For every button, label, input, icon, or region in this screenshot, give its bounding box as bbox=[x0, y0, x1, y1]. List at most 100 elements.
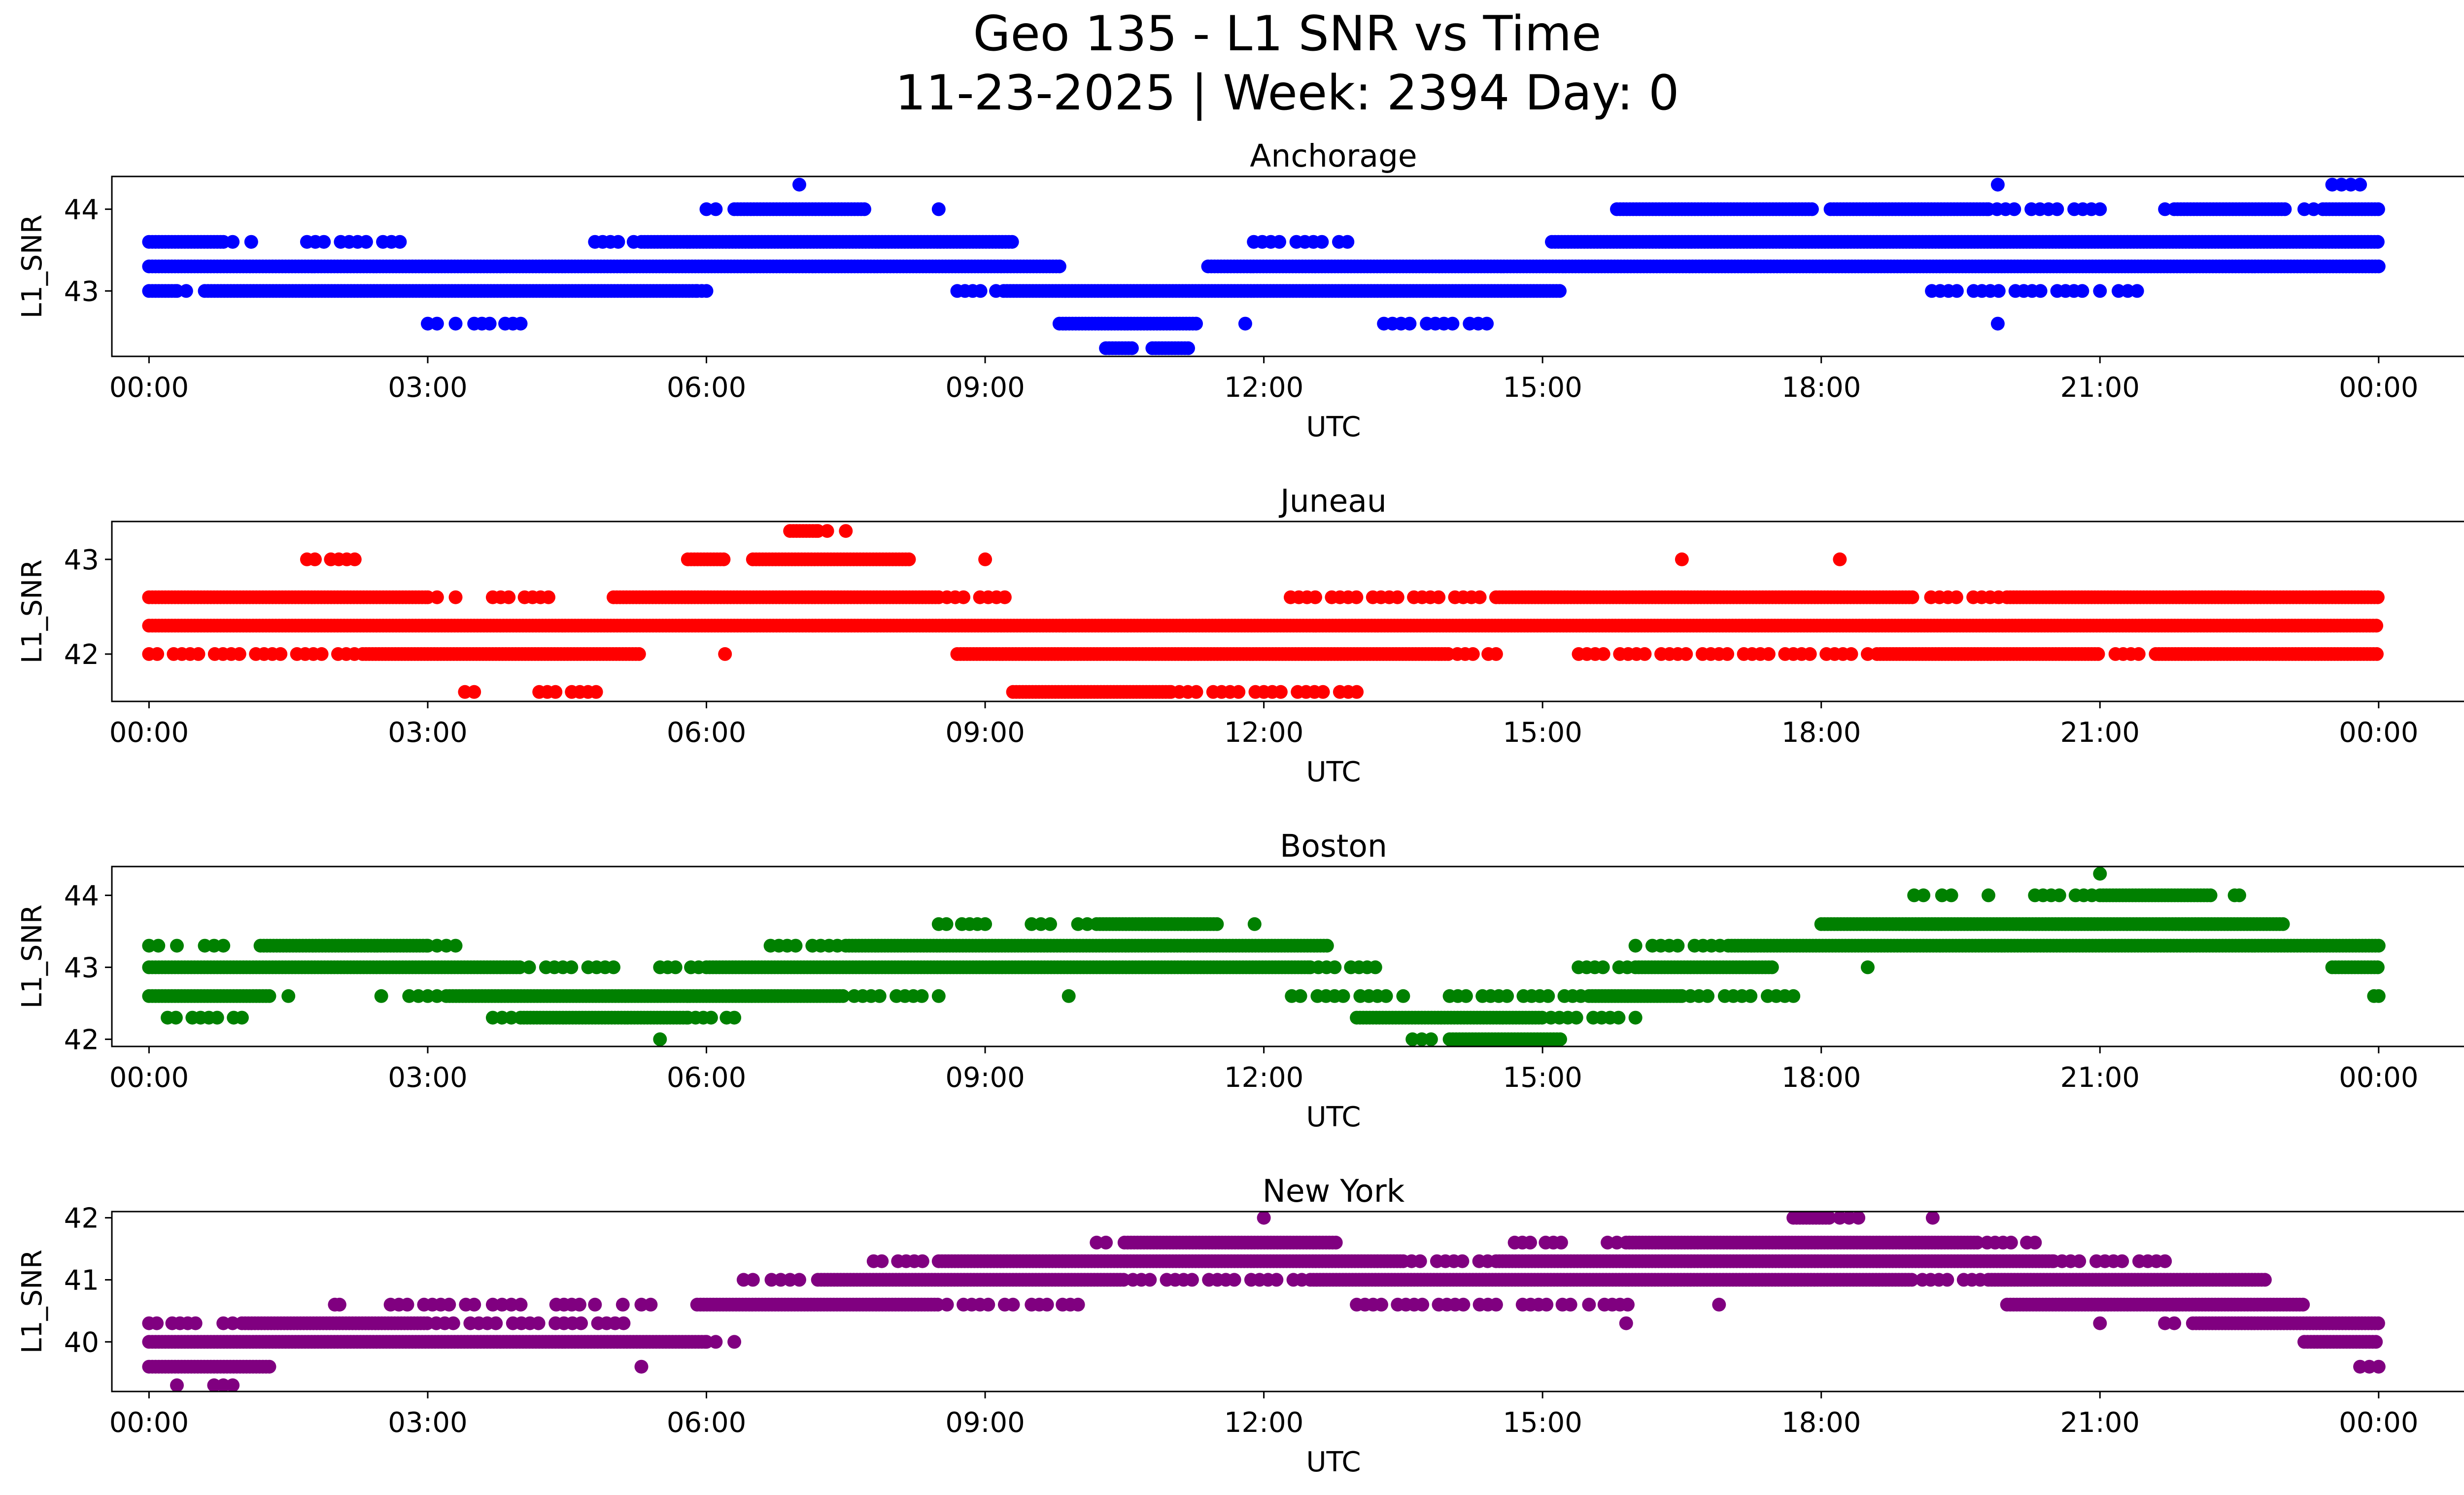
data-point bbox=[727, 1010, 742, 1025]
data-point bbox=[430, 989, 444, 1003]
data-point bbox=[317, 235, 331, 249]
data-point bbox=[1189, 316, 1203, 331]
data-point bbox=[1679, 647, 1693, 661]
data-point bbox=[1293, 989, 1307, 1003]
data-point bbox=[1308, 590, 1322, 604]
data-point bbox=[902, 552, 916, 566]
data-point bbox=[430, 590, 444, 604]
x-tick-label: 03:00 bbox=[388, 372, 467, 404]
data-point bbox=[788, 939, 803, 953]
y-axis-label: L1_SNR bbox=[16, 559, 48, 663]
data-point bbox=[179, 284, 193, 298]
data-point bbox=[1500, 989, 1514, 1003]
data-point bbox=[1569, 1010, 1583, 1025]
data-point bbox=[1991, 590, 2006, 604]
data-point bbox=[1765, 960, 1779, 974]
data-point bbox=[2130, 284, 2144, 298]
data-point bbox=[1238, 316, 1252, 331]
x-tick-label: 21:00 bbox=[2060, 717, 2140, 749]
data-point bbox=[872, 989, 887, 1003]
data-point bbox=[1052, 259, 1066, 274]
data-point bbox=[1272, 235, 1286, 249]
data-point bbox=[502, 590, 516, 604]
data-point bbox=[2371, 202, 2385, 216]
data-point bbox=[1786, 989, 1801, 1003]
data-point bbox=[1181, 341, 1195, 355]
data-point bbox=[1379, 989, 1393, 1003]
x-axis-label: UTC bbox=[1306, 411, 1361, 443]
data-point bbox=[2075, 284, 2089, 298]
data-point bbox=[347, 647, 362, 661]
data-point bbox=[542, 590, 555, 604]
data-point bbox=[1611, 1010, 1626, 1025]
data-point bbox=[1349, 590, 1364, 604]
data-point bbox=[626, 235, 641, 249]
data-point bbox=[191, 647, 205, 661]
data-point bbox=[1273, 685, 1288, 699]
data-point bbox=[1445, 316, 1460, 331]
data-point bbox=[2306, 202, 2321, 216]
data-point bbox=[2050, 202, 2064, 216]
data-point bbox=[931, 989, 946, 1003]
data-point bbox=[709, 202, 723, 216]
data-point bbox=[548, 685, 563, 699]
data-point bbox=[1189, 685, 1203, 699]
data-point bbox=[1432, 590, 1446, 604]
data-point bbox=[2052, 888, 2066, 903]
data-point bbox=[1638, 647, 1652, 661]
data-point bbox=[1320, 939, 1334, 953]
data-point bbox=[1620, 960, 1635, 974]
data-point bbox=[2131, 647, 2146, 661]
y-tick-label: 42 bbox=[64, 639, 99, 671]
data-point bbox=[244, 235, 258, 249]
data-point bbox=[1459, 989, 1473, 1003]
x-tick-label: 15:00 bbox=[1503, 717, 1582, 749]
y-tick-label: 44 bbox=[64, 194, 99, 226]
y-tick-label: 43 bbox=[64, 276, 99, 308]
data-point bbox=[2353, 177, 2367, 192]
data-point bbox=[226, 235, 240, 249]
data-point bbox=[699, 284, 714, 298]
data-point bbox=[314, 647, 329, 661]
data-point bbox=[1541, 989, 1555, 1003]
data-point bbox=[1232, 685, 1246, 699]
x-tick-label: 09:00 bbox=[945, 717, 1025, 749]
data-point bbox=[1713, 939, 1727, 953]
data-point bbox=[1466, 647, 1480, 661]
subplot-title: Boston bbox=[1280, 828, 1387, 864]
data-point bbox=[2370, 235, 2385, 249]
data-point bbox=[374, 989, 388, 1003]
data-point bbox=[1340, 235, 1355, 249]
data-point bbox=[589, 685, 603, 699]
x-tick-label: 03:00 bbox=[388, 717, 467, 749]
data-point bbox=[1596, 960, 1610, 974]
data-point bbox=[150, 647, 165, 661]
data-point bbox=[1480, 316, 1494, 331]
data-point bbox=[2276, 917, 2290, 931]
x-tick-label: 15:00 bbox=[1503, 372, 1582, 404]
x-tick-label: 12:00 bbox=[1224, 372, 1303, 404]
data-point bbox=[2091, 647, 2105, 661]
data-point bbox=[1315, 235, 1329, 249]
data-point bbox=[1861, 960, 1875, 974]
data-point bbox=[989, 284, 1003, 298]
data-point bbox=[973, 284, 988, 298]
data-point bbox=[522, 960, 536, 974]
data-point bbox=[915, 989, 929, 1003]
data-point bbox=[978, 552, 992, 566]
data-point bbox=[359, 235, 373, 249]
data-point bbox=[2370, 590, 2385, 604]
data-point bbox=[482, 316, 497, 331]
data-point bbox=[1990, 316, 2005, 331]
x-tick-label: 18:00 bbox=[1781, 717, 1861, 749]
data-point bbox=[393, 235, 407, 249]
x-tick-label: 06:00 bbox=[667, 372, 746, 404]
data-point bbox=[1350, 685, 1364, 699]
data-point bbox=[1005, 235, 1019, 249]
data-point bbox=[1990, 177, 2005, 192]
figure-title-line2: 11-23-2025 | Week: 2394 Day: 0 bbox=[895, 65, 1679, 121]
y-tick-label: 43 bbox=[64, 544, 99, 576]
data-point bbox=[448, 590, 463, 604]
data-point bbox=[467, 685, 481, 699]
data-point bbox=[1596, 647, 1610, 661]
